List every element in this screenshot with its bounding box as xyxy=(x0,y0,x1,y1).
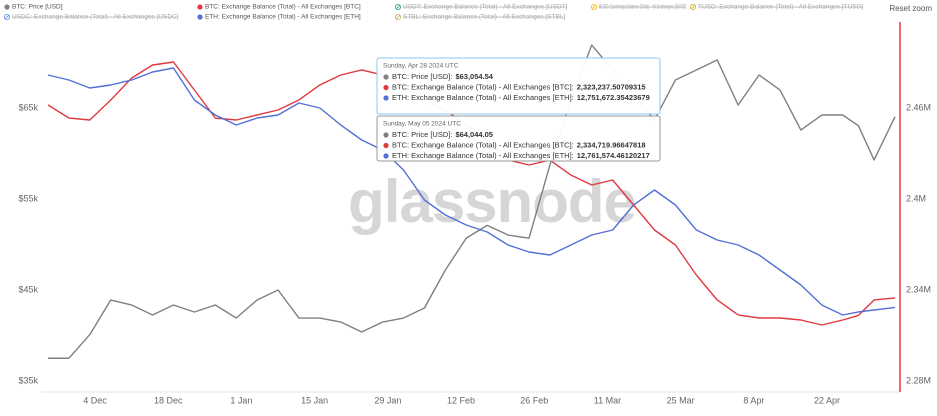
tooltip-title: Sunday, Apr 28 2024 UTC xyxy=(383,63,459,70)
tooltip-label: BTC: Price [USD]: xyxy=(392,72,452,81)
legend-marker xyxy=(197,14,203,20)
x-tick-label: 12 Feb xyxy=(447,395,475,405)
legend-label: STBL: Exchange Balance (Total) - All Exc… xyxy=(403,14,565,21)
x-tick-label: 4 Dec xyxy=(83,395,107,405)
legend-label: BTC: Exchange Balance (Total) - All Exch… xyxy=(205,4,361,11)
y-tick-label: $45k xyxy=(18,284,38,294)
tooltip-box xyxy=(376,57,661,115)
legend-marker-slash xyxy=(4,14,10,20)
tooltip-marker xyxy=(383,74,389,80)
legend-item[interactable]: BUSD: Exchange Balance (Total) - All Exc… xyxy=(591,4,686,11)
tooltip-value: 2,323,237.50709315 xyxy=(577,82,646,91)
y2-tick-label: 2.46M xyxy=(906,102,931,112)
series-line xyxy=(48,44,896,359)
x-tick-label: 26 Feb xyxy=(520,395,548,405)
x-tick-label: 18 Dec xyxy=(154,395,183,405)
legend-marker xyxy=(4,13,10,20)
tooltip-label: BTC: Exchange Balance (Total) - All Exch… xyxy=(392,140,574,149)
tooltip-label: ETH: Exchange Balance (Total) - All Exch… xyxy=(392,93,574,102)
legend-item[interactable]: BTC: Price [USD] xyxy=(4,4,63,11)
legend-marker-slash xyxy=(690,4,696,10)
legend-marker xyxy=(197,4,203,10)
x-tick-label: 29 Jan xyxy=(374,395,401,405)
tooltip-marker xyxy=(383,153,389,159)
legend-marker xyxy=(4,4,10,10)
tooltip-marker xyxy=(383,132,389,138)
tooltip-marker xyxy=(383,95,389,101)
legend-marker xyxy=(394,13,401,20)
tooltip-marker xyxy=(383,142,389,149)
legend-label: TUSD: Exchange Balance (Total) - All Exc… xyxy=(698,4,863,11)
tooltip-value: $63,054.54 xyxy=(455,72,493,81)
x-tick-label: 1 Jan xyxy=(230,395,252,405)
tooltip-label: ETH: Exchange Balance (Total) - All Exch… xyxy=(392,151,574,160)
tooltip-value: 12,751,672.35423679 xyxy=(577,93,650,102)
legend-label: USDC: Exchange Balance (Total) - All Exc… xyxy=(12,14,179,21)
legend-marker xyxy=(591,4,598,10)
tooltip-value: 12,761,574.46120217 xyxy=(577,151,650,160)
x-tick-label: 25 Mar xyxy=(667,395,695,405)
legend-marker xyxy=(690,4,697,10)
watermark: glassnode xyxy=(348,168,636,235)
legend-label: BUSD: Exchange Balance (Total) - All Exc… xyxy=(599,4,686,11)
legend-marker-slash xyxy=(395,14,401,20)
legend-item[interactable]: USDC: Exchange Balance (Total) - All Exc… xyxy=(4,13,179,21)
tooltip-label: BTC: Price [USD]: xyxy=(392,130,452,139)
legend-marker xyxy=(394,4,401,10)
legend-item[interactable]: ETH: Exchange Balance (Total) - All Exch… xyxy=(197,14,361,21)
tooltip-box xyxy=(376,115,661,162)
x-tick-label: 8 Apr xyxy=(743,395,764,405)
y2-tick-label: 2.34M xyxy=(906,284,931,294)
y-tick-label: $35k xyxy=(18,375,38,385)
legend-item[interactable]: USDT: Exchange Balance (Total) - All Exc… xyxy=(394,4,568,11)
legend-label: ETH: Exchange Balance (Total) - All Exch… xyxy=(205,14,361,21)
tooltip-marker xyxy=(383,84,389,91)
legend-item[interactable]: TUSD: Exchange Balance (Total) - All Exc… xyxy=(690,4,863,11)
y2-tick-label: 2.4M xyxy=(906,193,926,203)
legend-label: USDT: Exchange Balance (Total) - All Exc… xyxy=(403,4,568,11)
tooltip-title: Sunday, May 05 2024 UTC xyxy=(383,121,461,128)
legend-label: BTC: Price [USD] xyxy=(12,4,63,11)
legend-marker-slash xyxy=(591,4,597,10)
y-tick-label: $55k xyxy=(18,193,38,203)
reset-zoom-button[interactable]: Reset zoom xyxy=(889,4,932,13)
legend-marker-slash xyxy=(395,4,401,10)
legend-item[interactable]: BTC: Exchange Balance (Total) - All Exch… xyxy=(197,4,361,11)
y2-tick-label: 2.28M xyxy=(906,375,931,385)
series-line xyxy=(47,67,896,316)
x-tick-label: 15 Jan xyxy=(301,395,328,405)
tooltip-value: 2,334,719.96647818 xyxy=(577,140,646,149)
tooltip-label: BTC: Exchange Balance (Total) - All Exch… xyxy=(392,82,574,91)
x-tick-label: 11 Mar xyxy=(594,395,621,405)
x-tick-label: 22 Apr xyxy=(814,395,840,405)
y-tick-label: $65k xyxy=(18,102,38,112)
legend-item[interactable]: STBL: Exchange Balance (Total) - All Exc… xyxy=(394,13,565,21)
tooltip-value: $64,044.05 xyxy=(455,130,493,139)
